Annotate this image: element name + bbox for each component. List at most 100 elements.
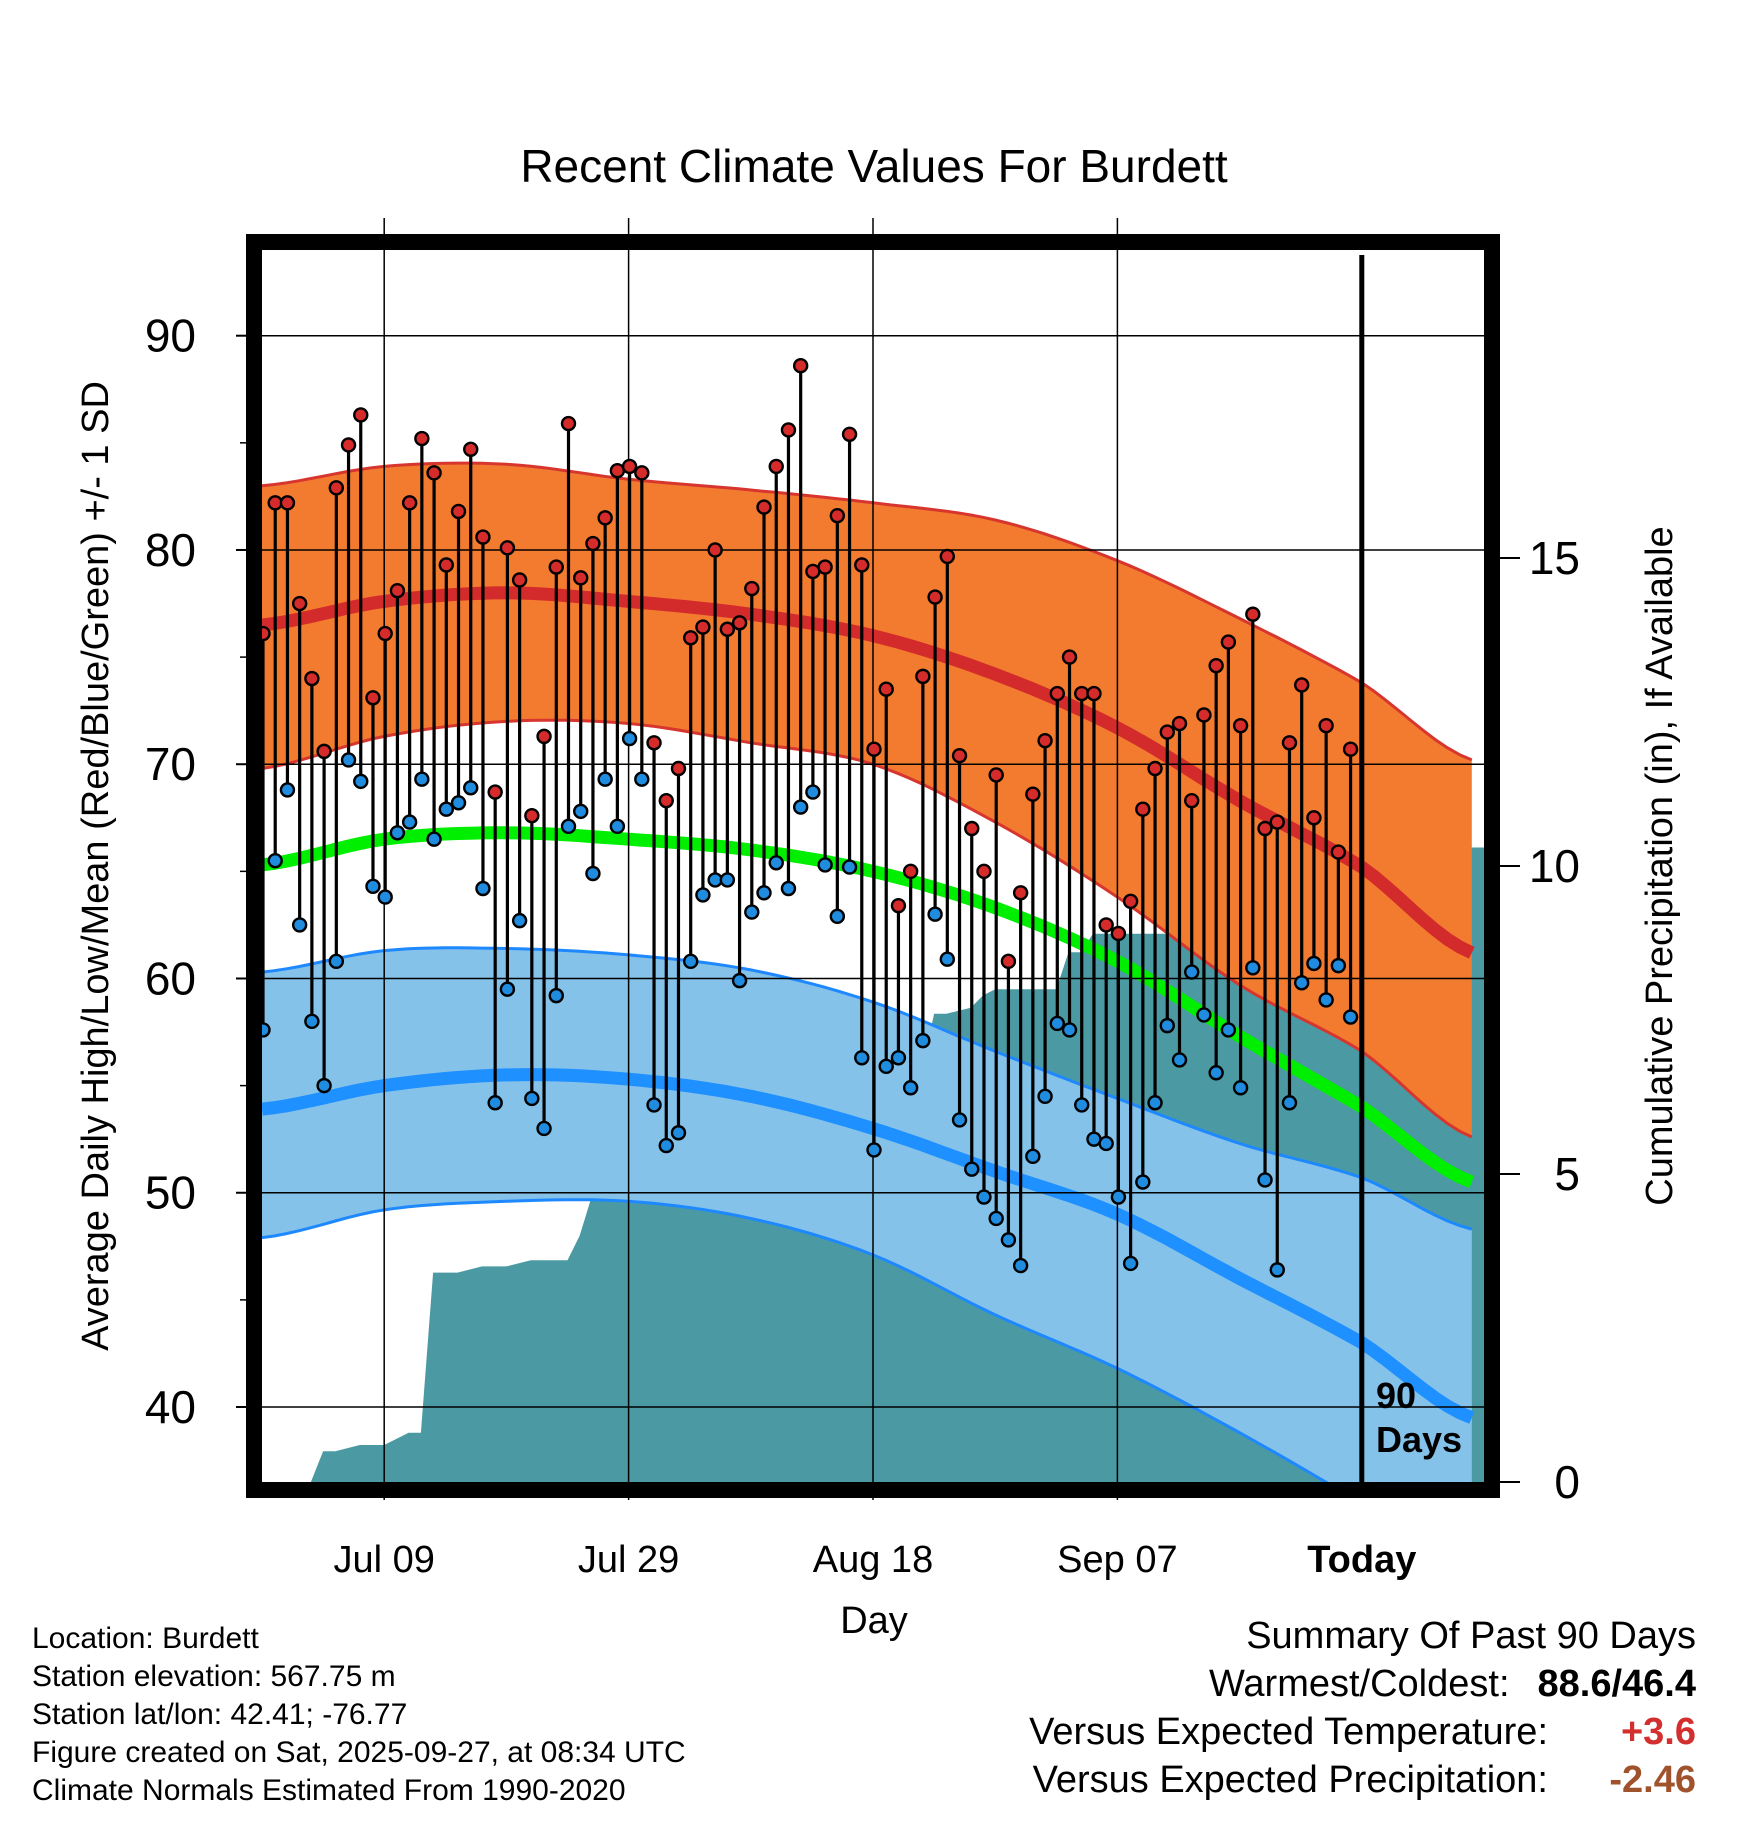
obs-low-point [1159,1017,1175,1034]
obs-low-point [524,1090,540,1107]
obs-high-point [902,863,919,880]
obs-high-point [1306,810,1322,826]
obs-low-point [1208,1065,1224,1081]
obs-low-point [1196,1007,1212,1023]
obs-high-point [573,570,589,586]
obs-low-point [1269,1262,1285,1278]
obs-low-point [964,1161,980,1177]
obs-low-point [304,1013,320,1030]
obs-high-point [683,630,699,646]
y2-tick-label-0: 0 [1554,1456,1580,1508]
summary-panel: Summary Of Past 90 Days Warmest/Coldest:… [1029,1612,1696,1804]
obs-low-point [316,1077,332,1094]
obs-high-point [951,747,968,764]
obs-high-point [964,820,980,837]
obs-high-point [1220,634,1237,650]
obs-low-point [939,951,956,967]
obs-high-point [768,458,784,475]
obs-high-point [597,510,613,526]
temp-label: Versus Expected Temperature: [1029,1711,1548,1753]
obs-low-point [389,825,406,841]
obs-high-point [414,430,430,447]
obs-high-point [1110,925,1127,942]
obs-low-point [560,818,577,835]
precip-value: -2.46 [1609,1759,1696,1801]
y-tick-label-50: 50 [145,1167,196,1219]
obs-low-point [609,818,626,835]
obs-high-point [1257,820,1273,837]
obs-low-point [780,880,797,897]
obs-low-point [621,730,638,747]
obs-low-point [1110,1189,1127,1205]
obs-high-point [1293,677,1310,693]
obs-high-point [1135,801,1151,817]
obs-low-point [829,908,846,925]
y-tick-label-90: 90 [145,310,196,362]
obs-low-point [670,1125,687,1141]
y2-tick-label-15: 15 [1529,532,1580,584]
obs-high-point [511,572,528,588]
obs-high-point [401,495,418,511]
obs-high-point [291,595,308,612]
obs-low-point [511,912,528,929]
high-normal-line [262,586,1475,959]
obs-high-point [1049,685,1066,702]
low-normal-line [262,1068,1475,1424]
obs-low-point [756,885,772,901]
obs-low-point [1147,1095,1163,1111]
obs-high-point [1086,685,1102,702]
obs-low-point [1184,964,1200,980]
station-info: Location: Burdett Station elevation: 567… [32,1620,686,1810]
obs-low-point [414,771,430,787]
obs-low-point [1025,1148,1041,1165]
obs-low-point [1135,1174,1151,1190]
obs-low-point [878,1058,894,1075]
obs-low-point [1074,1097,1090,1113]
low-lower-edge [262,1198,1329,1482]
obs-low-point [401,814,418,830]
plot-frame [246,234,1500,1498]
obs-high-point [841,426,858,442]
obs-low-point [1232,1080,1249,1096]
obs-low-point [646,1097,662,1113]
obs-low-point [1061,1022,1078,1038]
obs-low-point [365,878,381,895]
warm-cold-label: Warmest/Coldest: [1208,1663,1510,1705]
obs-high-point [377,625,393,642]
temp-row: Versus Expected Temperature: +3.6 [1029,1708,1696,1756]
obs-low-point [340,752,357,768]
obs-low-point [683,953,699,970]
obs-high-point [939,548,956,565]
obs-low-point [1037,1088,1053,1105]
obs-low-point [976,1189,992,1205]
obs-high-point [1318,717,1334,734]
obs-low-point [902,1080,919,1096]
precip-row: Versus Expected Precipitation: -2.46 [1029,1756,1696,1804]
obs-high-point [695,619,711,635]
obs-high-point [1245,606,1261,622]
y-axis-label: Average Daily High/Low/Mean (Red/Blue/Gr… [75,381,117,1351]
obs-high-point [1171,715,1188,732]
obs-low-point [1012,1257,1029,1274]
warm-cold-row: Warmest/Coldest: 88.6/46.4 [1029,1660,1696,1708]
obs-high-point [1098,917,1114,933]
obs-high-point [658,792,674,809]
obs-high-point [353,407,369,423]
latlon-text: Station lat/lon: 42.41; -76.77 [32,1698,408,1731]
created-text: Figure created on Sat, 2025-09-27, at 08… [32,1736,686,1769]
x-tick-label-today: Today [1307,1539,1416,1581]
obs-low-point [475,880,491,897]
obs-low-point [866,1142,882,1158]
obs-low-point [328,953,345,970]
obs-low-point [915,1032,931,1049]
y-tick-label-60: 60 [145,952,196,1004]
obs-high-point [560,415,577,432]
obs-low-point [573,803,589,820]
obs-high-point [426,465,442,481]
precip-label: Versus Expected Precipitation: [1032,1759,1548,1801]
obs-high-point [621,458,638,475]
obs-high-point [878,681,894,697]
obs-high-point [976,863,992,880]
obs-high-point [585,535,601,552]
obs-high-point [340,437,357,453]
